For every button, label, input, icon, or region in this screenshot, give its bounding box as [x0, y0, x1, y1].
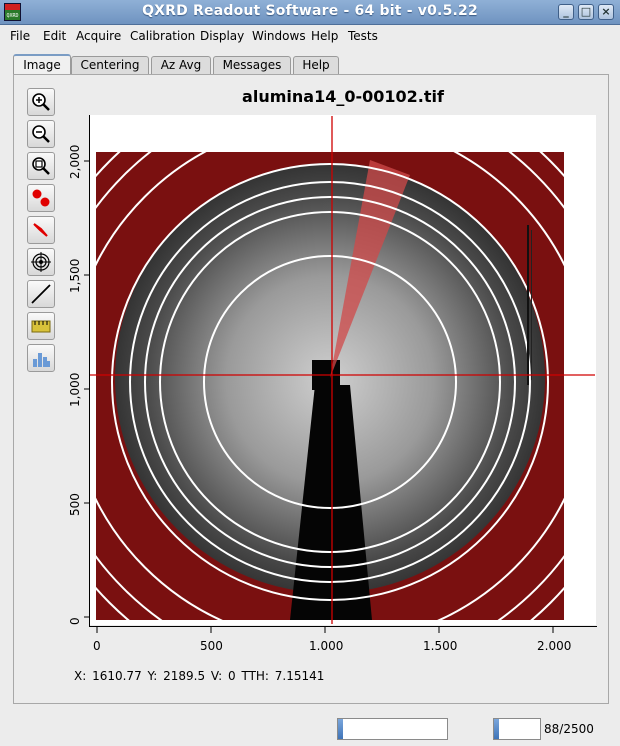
tab-messages[interactable]: Messages — [213, 56, 291, 75]
y-tick-label: 500 — [68, 493, 82, 516]
zoom-in-icon — [32, 93, 50, 111]
menu-bar: File Edit Acquire Calibration Display Wi… — [0, 25, 620, 47]
mask-circle-button[interactable] — [27, 184, 55, 212]
menu-edit[interactable]: Edit — [43, 29, 67, 43]
x-tick-label: 2.000 — [537, 639, 572, 653]
red-dots-icon — [32, 189, 50, 207]
tab-az-avg[interactable]: Az Avg — [151, 56, 211, 75]
menu-help[interactable]: Help — [311, 29, 339, 43]
set-center-button[interactable] — [27, 248, 55, 276]
mask-polygon-button[interactable] — [27, 216, 55, 244]
x-tick-label: 1.000 — [309, 639, 344, 653]
menu-windows[interactable]: Windows — [252, 29, 306, 43]
x-tick-label: 500 — [200, 639, 223, 653]
menu-display[interactable]: Display — [200, 29, 245, 43]
y-tick-label: 0 — [68, 617, 82, 625]
menu-calibration[interactable]: Calibration — [130, 29, 196, 43]
progress-bar-2 — [493, 718, 541, 740]
detector-artifact — [527, 225, 529, 385]
minimize-button[interactable]: _ — [558, 4, 574, 20]
ruler-icon — [31, 320, 51, 333]
window-title: QXRD Readout Software - 64 bit - v0.5.22 — [142, 3, 478, 19]
progress-fill — [338, 719, 343, 739]
progress-fill — [494, 719, 499, 739]
y-tick-label: 2,000 — [68, 144, 82, 179]
maximize-button[interactable]: □ — [578, 4, 594, 20]
detector-artifact — [531, 230, 532, 380]
slice-button[interactable] — [27, 280, 55, 308]
progress-label: 88/2500 — [544, 722, 594, 736]
x-tick-label: 1.500 — [423, 639, 458, 653]
menu-acquire[interactable]: Acquire — [76, 29, 122, 43]
calibration-rings — [96, 152, 564, 620]
menu-file[interactable]: File — [10, 29, 31, 43]
x-axis — [89, 626, 597, 627]
slice-wedge — [330, 160, 410, 378]
histogram-icon — [33, 353, 50, 367]
zoom-all-button[interactable] — [27, 152, 55, 180]
histogram-button[interactable] — [27, 344, 55, 372]
close-button[interactable]: × — [598, 4, 614, 20]
y-axis — [89, 115, 90, 627]
image-content — [96, 152, 564, 620]
red-polygon-icon — [33, 223, 48, 237]
y-tick-label: 1,500 — [68, 258, 82, 293]
cursor-readout: X: 1610.77 Y: 2189.5 V: 0 TTH: 7.15141 — [74, 669, 325, 683]
plot-title: alumina14_0-00102.tif — [242, 87, 444, 106]
measure-button[interactable] — [27, 312, 55, 340]
app-icon: QXRD — [4, 3, 21, 21]
y-tick-label: 1,000 — [68, 372, 82, 407]
target-icon — [31, 252, 51, 272]
tab-image[interactable]: Image — [13, 54, 71, 74]
menu-tests[interactable]: Tests — [348, 29, 378, 43]
x-tick-label: 0 — [93, 639, 101, 653]
beamstop-shadow — [290, 385, 372, 620]
tab-centering[interactable]: Centering — [71, 56, 149, 75]
tab-help[interactable]: Help — [293, 56, 339, 75]
diagonal-line-icon — [31, 284, 51, 304]
zoom-out-icon — [32, 125, 50, 143]
zoom-out-button[interactable] — [27, 120, 55, 148]
title-bar: QXRD QXRD Readout Software - 64 bit - v0… — [0, 0, 620, 25]
zoom-in-button[interactable] — [27, 88, 55, 116]
zoom-all-icon — [32, 157, 50, 175]
progress-bar-1 — [337, 718, 448, 740]
